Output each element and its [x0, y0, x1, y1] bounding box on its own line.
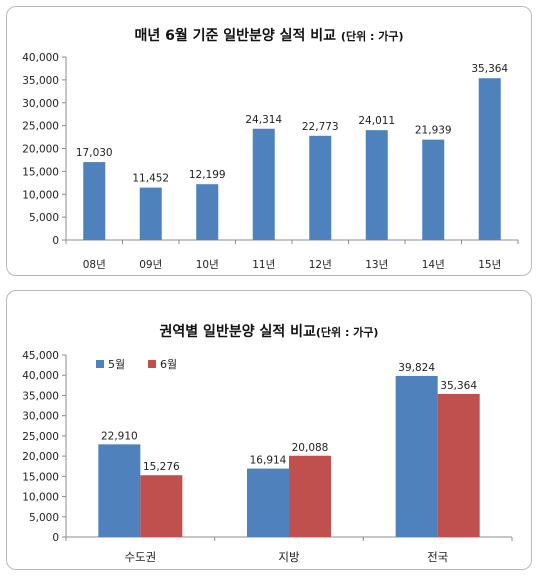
- y-tick-label: 10,000: [22, 492, 59, 504]
- y-tick-label: 25,000: [22, 431, 59, 443]
- y-tick-label: 40,000: [22, 370, 59, 382]
- bar: [478, 78, 501, 240]
- x-tick-label: 12년: [309, 259, 332, 271]
- x-tick-label: 14년: [422, 259, 445, 271]
- bar: [98, 444, 141, 537]
- y-tick-label: 5,000: [29, 212, 59, 224]
- legend-label: 5월: [108, 358, 125, 371]
- data-label: 11,452: [132, 173, 169, 185]
- data-label: 12,199: [189, 169, 226, 181]
- x-tick-label: 11년: [252, 259, 275, 271]
- bar: [196, 184, 219, 240]
- x-tick-label: 수도권: [124, 550, 156, 564]
- data-label: 15,276: [143, 461, 180, 473]
- x-tick-label: 지방: [278, 550, 300, 564]
- bar: [247, 468, 289, 537]
- bar: [140, 475, 183, 537]
- bar: [395, 375, 438, 537]
- data-label: 16,914: [250, 455, 287, 467]
- annual-chart-title: 매년 6월 기준 일반분양 실적 비교 (단위 : 가구): [7, 25, 531, 45]
- y-tick-label: 45,000: [22, 350, 59, 362]
- y-tick-label: 15,000: [22, 166, 59, 178]
- data-label: 22,910: [101, 430, 138, 442]
- bar: [365, 130, 388, 240]
- bar: [289, 455, 331, 537]
- bar: [252, 128, 275, 240]
- x-tick-label: 13년: [365, 259, 388, 271]
- y-tick-label: 20,000: [22, 451, 59, 463]
- legend-swatch: [148, 360, 156, 368]
- x-tick-label: 전국: [427, 550, 448, 564]
- regional-chart-title-text: 권역별 일반분양 실적 비교: [159, 324, 316, 340]
- data-label: 35,364: [471, 63, 508, 75]
- bar: [139, 187, 162, 240]
- y-tick-label: 5,000: [29, 512, 59, 524]
- y-tick-label: 30,000: [22, 98, 59, 110]
- data-label: 17,030: [76, 147, 113, 159]
- y-tick-label: 15,000: [22, 471, 59, 483]
- bar: [437, 393, 480, 537]
- y-tick-label: 25,000: [22, 121, 59, 133]
- x-tick-label: 08년: [83, 259, 106, 271]
- y-tick-label: 30,000: [22, 411, 59, 423]
- bar: [309, 135, 332, 240]
- y-tick-label: 35,000: [22, 75, 59, 87]
- annual-chart-unit: (단위 : 가구): [340, 30, 404, 43]
- data-label: 20,088: [292, 442, 329, 454]
- regional-chart-title: 권역별 일반분양 실적 비교(단위 : 가구): [7, 321, 531, 341]
- data-label: 35,364: [440, 380, 477, 392]
- y-tick-label: 20,000: [22, 144, 59, 156]
- x-tick-label: 10년: [196, 259, 219, 271]
- y-tick-label: 0: [52, 235, 59, 247]
- bar: [422, 139, 445, 240]
- y-tick-label: 10,000: [22, 189, 59, 201]
- bar: [83, 162, 106, 240]
- data-label: 21,939: [415, 125, 452, 137]
- y-tick-label: 0: [52, 532, 59, 544]
- data-label: 24,011: [358, 115, 395, 127]
- x-tick-label: 15년: [478, 259, 501, 271]
- y-tick-label: 40,000: [22, 52, 59, 64]
- data-label: 39,824: [398, 362, 435, 374]
- regional-chart-unit: (단위 : 가구): [315, 326, 379, 339]
- legend-swatch: [96, 360, 104, 368]
- data-label: 22,773: [302, 121, 339, 133]
- x-tick-label: 09년: [139, 259, 162, 271]
- annual-chart-title-text: 매년 6월 기준 일반분양 실적 비교: [134, 28, 337, 44]
- legend-label: 6월: [160, 358, 177, 371]
- y-tick-label: 35,000: [22, 390, 59, 402]
- data-label: 24,314: [245, 114, 282, 126]
